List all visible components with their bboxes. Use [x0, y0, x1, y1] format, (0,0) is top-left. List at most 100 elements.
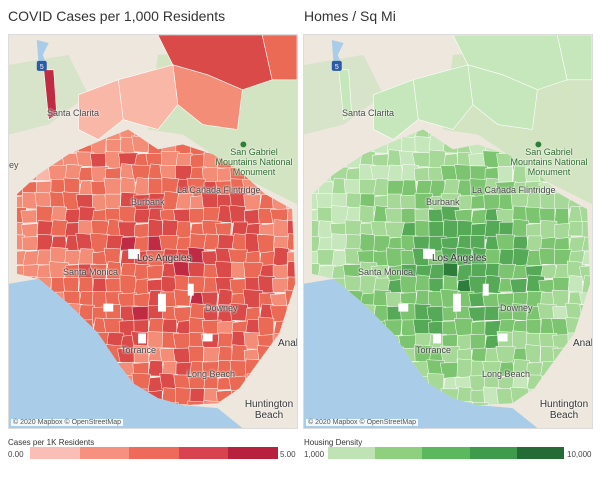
- housing-region-cell: [495, 233, 515, 251]
- map-label-santa-monica: Santa Monica: [63, 267, 119, 277]
- housing-region-cell: [470, 195, 486, 210]
- covid-region-cell: [117, 221, 137, 237]
- covid-no-data-2: [157, 293, 166, 312]
- housing-legend-swatch-3[interactable]: [422, 447, 470, 459]
- covid-cases-map[interactable]: 5 ey Santa Clarita San Gabriel Mountains…: [8, 34, 298, 429]
- housing-region-cell: [414, 274, 431, 293]
- housing-region-cell: [496, 388, 516, 406]
- map-label-los-angeles: Los Angeles: [432, 253, 487, 264]
- housing-no-data-2: [452, 293, 461, 312]
- covid-legend-title: Cases per 1K Residents: [8, 438, 95, 447]
- covid-region-cell: [105, 278, 122, 293]
- housing-legend-swatch-1[interactable]: [328, 447, 376, 459]
- housing-region-cell: [317, 236, 334, 252]
- housing-highway-shield-icon: 5: [331, 60, 342, 71]
- housing-region-cell: [414, 136, 432, 155]
- housing-region-cell: [412, 152, 432, 168]
- housing-region-cell: [315, 193, 334, 209]
- covid-region-cell: [187, 400, 207, 406]
- covid-highway-shield-icon: 5: [36, 60, 47, 71]
- covid-region-cell: [228, 204, 246, 225]
- housing-region-cell: [581, 236, 591, 252]
- covid-region-cell: [174, 387, 191, 406]
- housing-no-data-4: [482, 283, 489, 296]
- covid-lake: [36, 39, 49, 67]
- housing-region-cell: [495, 346, 516, 364]
- covid-legend-swatch-4[interactable]: [178, 447, 229, 459]
- housing-no-data-5: [433, 333, 442, 344]
- housing-region-cell: [538, 247, 556, 265]
- housing-region-cell: [441, 247, 459, 267]
- housing-forest-icon: [535, 141, 542, 148]
- covid-no-data-6: [202, 333, 213, 342]
- housing-no-data-3: [398, 303, 409, 312]
- covid-region-cell: [147, 218, 164, 238]
- covid-region-cell: [189, 153, 206, 169]
- map-label-la-canada: La Cañada Flintridge: [177, 185, 261, 195]
- housing-region-cell: [454, 400, 474, 406]
- map-attribution[interactable]: © 2020 Mapbox © OpenStreetMap: [11, 419, 123, 426]
- housing-region-cell: [456, 194, 476, 210]
- covid-legend-swatch-5[interactable]: [228, 447, 278, 459]
- map-label-downey: Downey: [500, 303, 533, 313]
- covid-region-cell: [286, 233, 296, 251]
- map-label-burbank: Burbank: [426, 197, 460, 207]
- covid-legend-swatch-3[interactable]: [129, 447, 179, 459]
- map-label-torrance: Torrance: [416, 345, 452, 355]
- covid-region-north-4: [43, 69, 57, 121]
- map-label-long-beach: Long Beach: [482, 369, 531, 379]
- map-label-edge: ey: [9, 160, 19, 170]
- covid-no-data-3: [103, 303, 114, 312]
- housing-ocean: [304, 278, 538, 428]
- covid-legend-swatch-2[interactable]: [79, 447, 130, 459]
- housing-lake: [331, 39, 344, 67]
- covid-region-cell: [203, 233, 220, 251]
- covid-region-cell: [104, 193, 121, 211]
- housing-legend-min: 1,000: [304, 450, 325, 459]
- covid-region-cell: [188, 317, 205, 335]
- covid-legend-swatch-1[interactable]: [30, 447, 80, 459]
- map-label-huntington-beach: Huntington Beach: [539, 399, 589, 421]
- covid-map-canvas[interactable]: 5: [9, 35, 297, 428]
- housing-density-map[interactable]: 5 Santa Clarita San Gabriel Mountains Na…: [303, 34, 593, 429]
- map-label-long-beach: Long Beach: [187, 369, 236, 379]
- covid-region-cell: [188, 345, 204, 364]
- covid-legend-max: 5.00: [280, 450, 296, 459]
- housing-map-canvas[interactable]: 5: [304, 35, 592, 428]
- map-attribution[interactable]: © 2020 Mapbox © OpenStreetMap: [306, 419, 418, 426]
- covid-region-cell: [201, 361, 221, 378]
- map-label-santa-clarita: Santa Clarita: [47, 108, 100, 118]
- map-label-national-monument: San Gabriel Mountains National Monument: [215, 147, 293, 177]
- housing-legend-swatch-5[interactable]: [516, 447, 565, 459]
- housing-legend-swatch-4[interactable]: [469, 447, 517, 459]
- covid-no-data-5: [138, 333, 147, 344]
- covid-region-cell: [243, 194, 261, 211]
- map-label-torrance: Torrance: [121, 345, 157, 355]
- housing-region-north-6: [556, 35, 592, 81]
- housing-region-cell: [468, 306, 487, 322]
- housing-region-north-4: [338, 69, 352, 121]
- housing-region-cell: [344, 219, 362, 237]
- covid-no-data-1: [128, 248, 141, 259]
- housing-region-cell: [470, 389, 486, 406]
- covid-legend-bar[interactable]: [30, 447, 278, 459]
- map-label-santa-clarita: Santa Clarita: [342, 108, 395, 118]
- covid-region-north-5: [78, 79, 124, 140]
- housing-region-cell: [454, 318, 474, 337]
- housing-region-cell: [581, 250, 591, 265]
- housing-legend-bar[interactable]: [328, 447, 565, 459]
- housing-legend-title: Housing Density: [304, 438, 363, 447]
- covid-region-cell: [256, 234, 275, 254]
- map-label-la-canada: La Cañada Flintridge: [472, 185, 556, 195]
- svg-text:5: 5: [335, 64, 339, 71]
- housing-region-cell: [359, 205, 375, 224]
- housing-map-title: Homes / Sq Mi: [304, 8, 396, 24]
- housing-region-cell: [387, 193, 403, 210]
- svg-text:5: 5: [40, 64, 44, 71]
- map-label-santa-monica: Santa Monica: [358, 267, 414, 277]
- covid-region-north-6: [261, 35, 297, 81]
- housing-legend-swatch-2[interactable]: [375, 447, 423, 459]
- housing-region-cell: [359, 233, 376, 254]
- covid-region-cell: [63, 177, 80, 195]
- map-label-huntington-beach: Huntington Beach: [244, 399, 294, 421]
